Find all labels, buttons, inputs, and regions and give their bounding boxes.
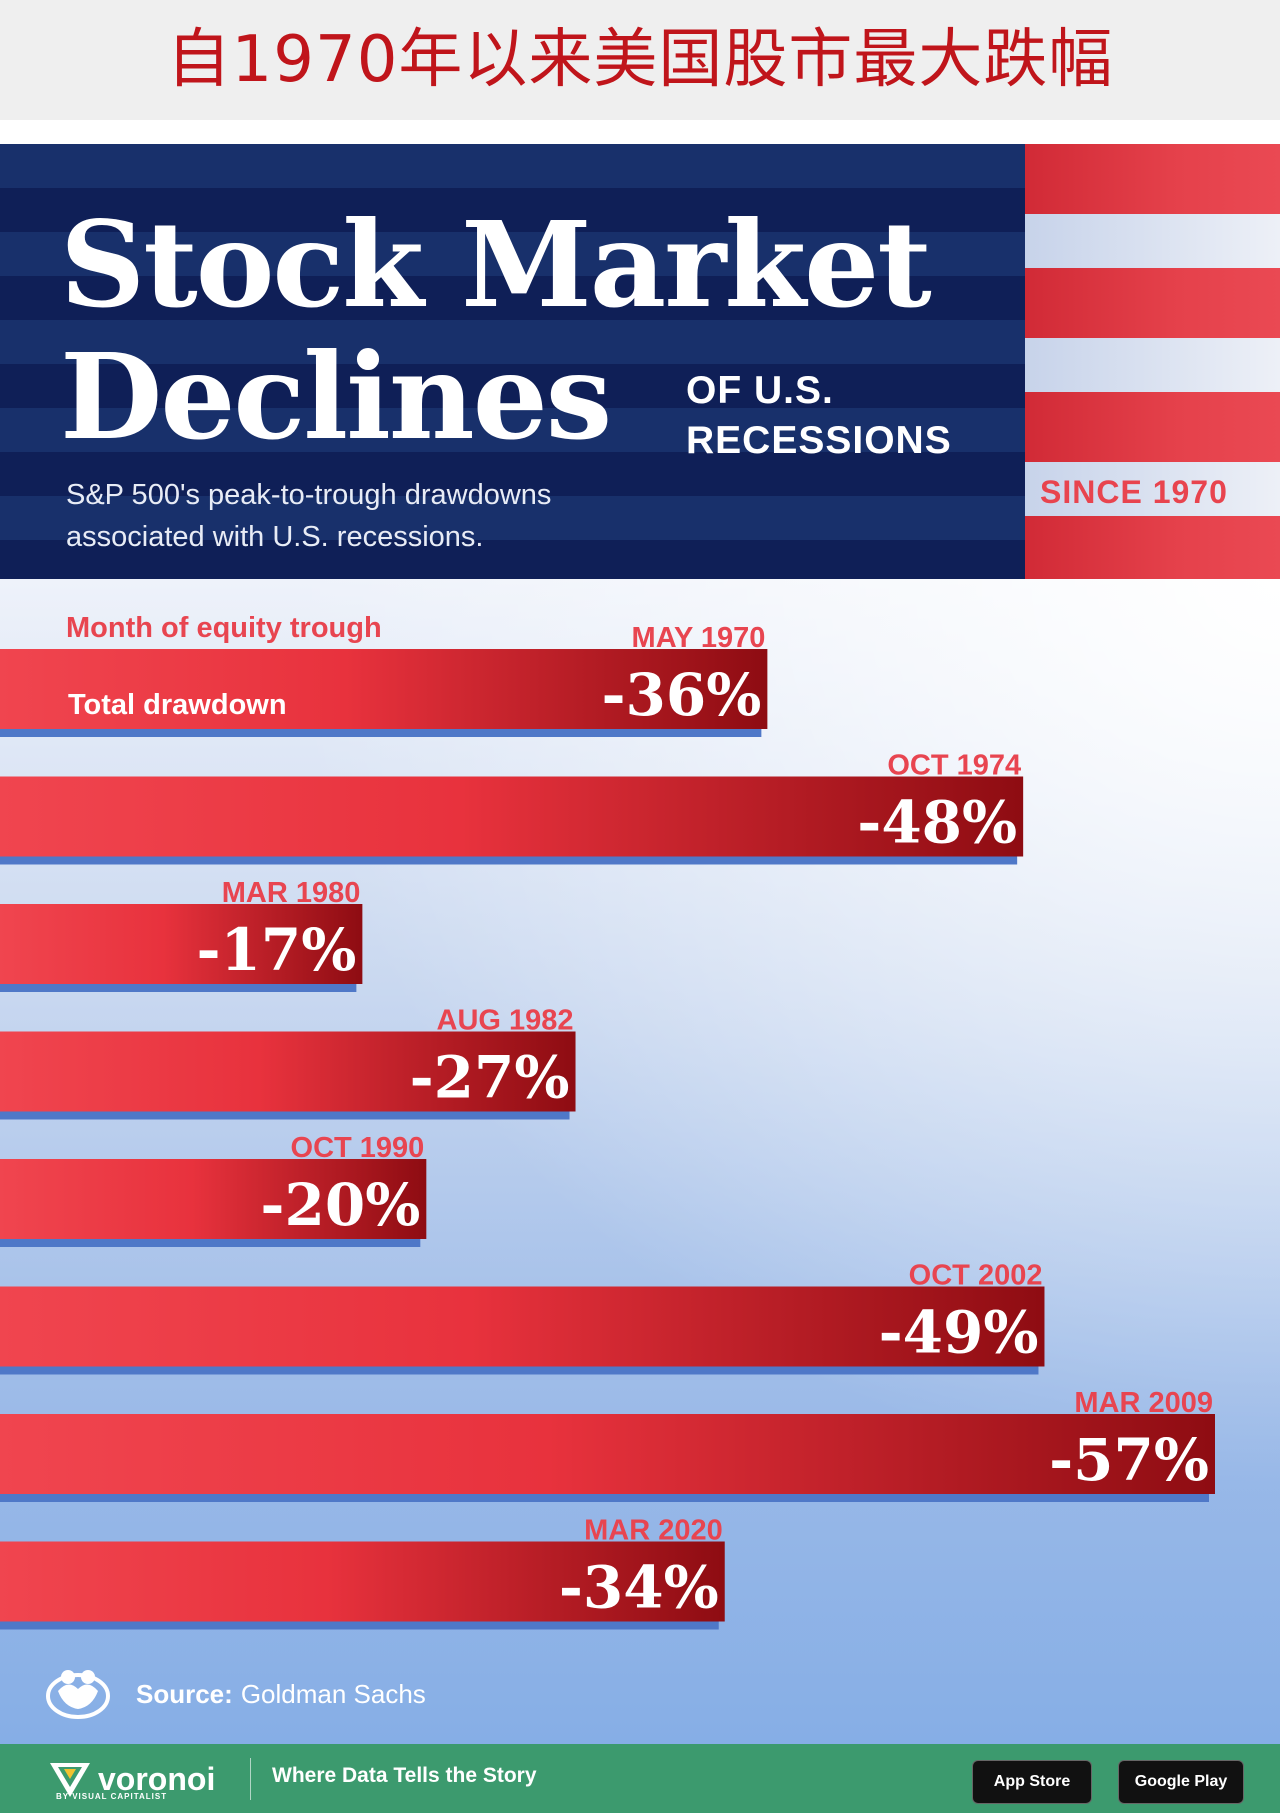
bar-month-label: OCT 1990: [291, 1132, 425, 1164]
google-play-badge[interactable]: Google Play: [1118, 1760, 1244, 1804]
bar-month-label: MAR 2020: [584, 1515, 723, 1547]
since-label: SINCE 1970: [1040, 474, 1228, 510]
bar-month-label: MAR 2009: [1074, 1387, 1213, 1419]
bar: [0, 1159, 427, 1239]
legend-total-label: Total drawdown: [68, 689, 287, 721]
bar: [0, 1414, 1215, 1494]
bar-value-label: -27%: [410, 1044, 570, 1112]
flag-red-stripe: [1025, 392, 1280, 462]
bar-month-label: AUG 1982: [437, 1005, 574, 1037]
voronoi-logo[interactable]: voronoi: [48, 1756, 215, 1802]
title-side-line1: OF U.S.: [686, 369, 834, 412]
legend-month-label: Month of equity trough: [66, 612, 382, 644]
flag-white-stripe: [1025, 462, 1280, 516]
bar-value-label: -57%: [1049, 1426, 1209, 1494]
header-stripe: [0, 232, 1025, 276]
flag-red-stripe: [1025, 144, 1280, 214]
subtitle-line1: S&P 500's peak-to-trough drawdowns: [66, 479, 552, 511]
chart-title-line2: Declines: [60, 327, 612, 466]
bar-value-label: -48%: [857, 789, 1017, 857]
bar: [0, 1286, 1045, 1367]
bar: [0, 649, 768, 729]
chart-subtitle: S&P 500's peak-to-trough drawdowns assoc…: [66, 474, 686, 558]
bar: [0, 1541, 725, 1622]
title-side-line2: RECESSIONS: [686, 419, 952, 462]
bar: [0, 904, 363, 984]
bar-chart-area: MAY 1970 -36% OCT 1974 -48% MAR 1980 -17% AUG …: [0, 579, 1280, 1744]
bar: [0, 776, 1024, 857]
bar-value-label: -34%: [559, 1554, 719, 1622]
voronoi-logo-icon: [50, 1763, 90, 1797]
flag-white-stripe: [1025, 338, 1280, 392]
header-stripe: [0, 408, 1025, 452]
chart-title-line1: Stock Market: [60, 195, 932, 334]
bar-value-label: -36%: [601, 661, 761, 729]
header-stripe: [0, 496, 1025, 540]
bar-month-label: MAR 1980: [222, 877, 361, 909]
footer-brand-sub: BY VISUAL CAPITALIST: [56, 1792, 168, 1801]
source-value: Goldman Sachs: [240, 1678, 426, 1709]
flag-red-stripe: [1025, 268, 1280, 338]
bar-value-label: -49%: [879, 1299, 1039, 1367]
bar-month-label: MAY 1970: [632, 622, 766, 654]
app-store-badge[interactable]: App Store: [972, 1760, 1092, 1804]
bar-value-label: -17%: [196, 916, 356, 984]
flag-stripes: [1025, 144, 1280, 579]
footer-tagline: Where Data Tells the Story: [272, 1764, 537, 1787]
bar-chart: MAY 1970 -36% OCT 1974 -48% MAR 1980 -17% AUG …: [0, 612, 1215, 1630]
bar-month-label: OCT 1974: [887, 750, 1021, 782]
globe-icon: [46, 1670, 110, 1719]
banner-title: 自1970年以来美国股市最大跌幅: [0, 0, 1280, 120]
flag-red-stripe: [1025, 516, 1280, 579]
chart-title-side: OF U.S. RECESSIONS: [686, 366, 986, 466]
chart-header: Stock Market Declines OF U.S. RECESSIONS…: [0, 144, 1280, 579]
footer-bar: voronoi BY VISUAL CAPITALIST Where Data …: [0, 1744, 1280, 1813]
bar-value-label: -20%: [260, 1171, 420, 1239]
source-label: Source:: [136, 1678, 233, 1709]
footer-brand: voronoi: [98, 1761, 216, 1797]
footer-divider: [250, 1758, 251, 1800]
subtitle-line2: associated with U.S. recessions.: [66, 521, 484, 553]
source-line: Source: Goldman Sachs: [44, 1664, 426, 1724]
bar-month-label: OCT 2002: [909, 1260, 1043, 1292]
bar: [0, 1031, 576, 1112]
header-stripe: [0, 144, 1025, 188]
flag-white-stripe: [1025, 214, 1280, 268]
header-stripe: [0, 320, 1025, 364]
